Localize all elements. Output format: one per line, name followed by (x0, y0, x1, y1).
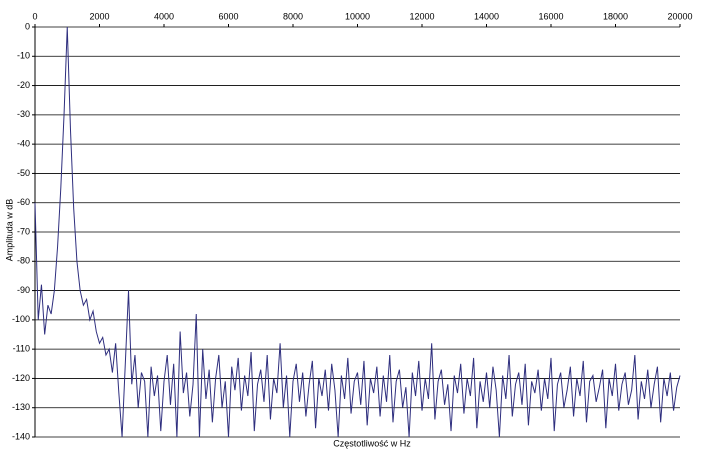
y-tick-label: -50 (17, 168, 30, 178)
x-tick-label: 8000 (283, 11, 303, 21)
y-tick-label: -80 (17, 256, 30, 266)
y-tick-label: -30 (17, 109, 30, 119)
y-axis-title: Amplituda w dB (4, 199, 14, 262)
x-tick-label: 4000 (154, 11, 174, 21)
x-tick-label: 20000 (667, 11, 692, 21)
x-tick-label: 2000 (89, 11, 109, 21)
y-tick-label: -10 (17, 51, 30, 61)
x-tick-label: 14000 (474, 11, 499, 21)
x-tick-label: 6000 (218, 11, 238, 21)
x-axis-title: Częstotliwość w Hz (333, 438, 411, 448)
y-tick-label: -70 (17, 226, 30, 236)
x-tick-label: 16000 (538, 11, 563, 21)
y-tick-label: 0 (25, 21, 30, 31)
spectrum-line (34, 26, 681, 438)
y-tick-label: -20 (17, 80, 30, 90)
y-tick-label: -90 (17, 285, 30, 295)
y-tick-label: -130 (12, 402, 30, 412)
x-tick-label: 12000 (409, 11, 434, 21)
x-tick-label: 10000 (345, 11, 370, 21)
y-tick-label: -40 (17, 139, 30, 149)
x-tick-label: 0 (32, 11, 37, 21)
y-tick-label: -120 (12, 373, 30, 383)
y-tick-label: -60 (17, 197, 30, 207)
y-tick-label: -140 (12, 431, 30, 441)
y-tick-label: -100 (12, 314, 30, 324)
y-tick-label: -110 (13, 344, 30, 354)
x-tick-label: 18000 (603, 11, 628, 21)
